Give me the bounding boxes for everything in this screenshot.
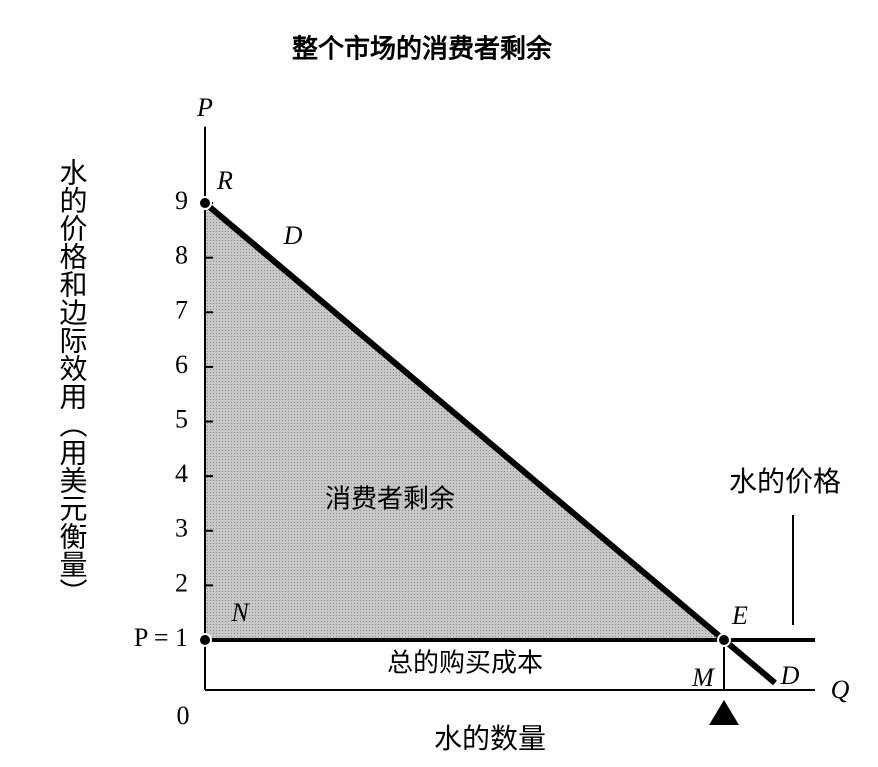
- area-label: 总的购买成本: [387, 649, 543, 679]
- y-tick-label: P = 1: [134, 623, 188, 652]
- point-label: E: [731, 601, 748, 630]
- origin-label: 0: [177, 701, 190, 730]
- demand-label: D: [283, 221, 303, 250]
- y-tick-label: 4: [175, 459, 188, 488]
- x-axis-label: 水的数量: [434, 722, 546, 755]
- y-axis-label: 水的价格和边际效用（用美元衡量）: [56, 158, 89, 606]
- y-tick-label: 8: [175, 241, 188, 270]
- point-label: M: [691, 663, 715, 692]
- point-label: N: [230, 598, 250, 627]
- y-tick-label: 2: [175, 568, 188, 597]
- demand-label: D: [780, 661, 800, 690]
- y-axis-symbol: P: [196, 93, 213, 122]
- area-label: 消费者剩余: [325, 485, 455, 515]
- y-tick-label: 3: [175, 514, 188, 543]
- point: [198, 632, 212, 647]
- y-tick-label: 9: [175, 186, 188, 215]
- point-label: R: [216, 166, 233, 195]
- x-axis-symbol: Q: [831, 675, 850, 704]
- y-tick-label: 5: [175, 404, 188, 433]
- y-tick-label: 6: [175, 350, 188, 379]
- demand-line: [203, 200, 777, 686]
- chart-title: 整个市场的消费者剩余: [292, 34, 553, 65]
- point: [198, 196, 212, 211]
- marker: [709, 700, 739, 725]
- point: [717, 632, 731, 647]
- y-tick-label: 7: [175, 295, 188, 324]
- price-label: 水的价格: [729, 465, 841, 498]
